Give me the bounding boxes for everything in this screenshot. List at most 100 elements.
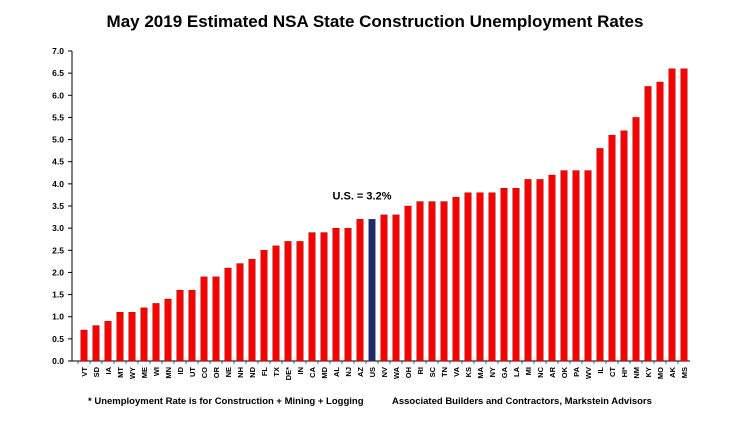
bar-nj [344, 227, 352, 362]
bar-ak [668, 68, 676, 362]
x-tick-label: PA [572, 366, 581, 376]
y-tick-label: 3.5 [52, 201, 64, 211]
bar-ky [644, 86, 652, 362]
x-tick-label: IA [104, 366, 113, 374]
bar-wa [392, 214, 400, 362]
bar-mi [524, 179, 532, 362]
x-tick-label: MD [320, 366, 329, 378]
y-tick-label: 5.0 [52, 135, 64, 145]
x-tick-label: HI* [620, 367, 629, 378]
category-labels: VT SD IA MT WY ME WI MN ID UT CO OR NE NH ND FL TX DE* IN C… [80, 366, 689, 380]
bar-wi [152, 303, 160, 362]
x-tick-label: NV [380, 367, 389, 377]
x-tick-label: DE* [284, 367, 293, 380]
bar-ma [476, 192, 484, 362]
x-tick-label: CA [308, 366, 317, 377]
bar-ny [488, 192, 496, 362]
x-tick-label: KS [464, 367, 473, 377]
x-tick-label: KY [644, 367, 653, 377]
bar-in [296, 241, 304, 362]
y-tick-label: 1.5 [52, 290, 64, 300]
x-tick-label: AR [548, 366, 557, 377]
bar-oh [404, 205, 412, 362]
bar-nm [632, 117, 640, 362]
bar-nc [536, 179, 544, 362]
x-tick-label: GA [500, 366, 509, 378]
x-tick-label: MT [116, 367, 125, 378]
bar-ar [548, 174, 556, 362]
x-tick-label: MO [656, 367, 665, 379]
bar-ok [560, 170, 568, 362]
bar-co [200, 276, 208, 362]
bar-nh [236, 263, 244, 362]
x-tick-label: AL [332, 367, 341, 377]
chart-title: May 2019 Estimated NSA State Constructio… [106, 12, 644, 31]
x-tick-label: ME [140, 367, 149, 378]
bar-sc [428, 201, 436, 362]
bar-ri [416, 201, 424, 362]
x-tick-label: LA [512, 366, 521, 377]
bar-ms [680, 68, 688, 362]
x-tick-label: SC [428, 366, 437, 377]
x-tick-label: AK [668, 366, 677, 377]
bar-sd [92, 325, 100, 362]
x-tick-label: OR [212, 366, 221, 378]
y-tick-label: 7.0 [52, 46, 64, 56]
bar-de [284, 241, 292, 362]
bar-ia [104, 320, 112, 362]
x-tick-label: TX [272, 367, 281, 377]
footnote-right: Associated Builders and Contractors, Mar… [392, 396, 652, 407]
bar-nv [380, 214, 388, 362]
bar-pa [572, 170, 580, 362]
y-tick-label: 0.0 [52, 356, 64, 366]
bar-ca [308, 232, 316, 362]
bar-nd [248, 258, 256, 362]
x-tick-label: NJ [344, 367, 353, 377]
bar-al [332, 227, 340, 362]
bar-us [368, 219, 376, 362]
bar-id [176, 289, 184, 362]
y-tick-label: 4.5 [52, 157, 64, 167]
bar-ks [464, 192, 472, 362]
bar-mt [116, 312, 124, 362]
x-tick-label: NY [488, 367, 497, 377]
x-tick-label: RI [416, 367, 425, 375]
x-tick-label: IL [596, 367, 605, 374]
bar-va [452, 196, 460, 362]
annotation-us-rate: U.S. = 3.2% [332, 190, 391, 202]
x-tick-label: ID [176, 366, 185, 374]
x-tick-label: AZ [356, 367, 365, 377]
bar-ut [188, 289, 196, 362]
bar-il [596, 148, 604, 362]
bar-fl [260, 250, 268, 362]
x-tick-label: OH [404, 367, 413, 378]
x-tick-label: CO [200, 367, 209, 378]
footnote-left: * Unemployment Rate is for Construction … [88, 396, 364, 407]
x-tick-label: US [368, 367, 377, 377]
y-tick-label: 3.0 [52, 223, 64, 233]
x-tick-label: MN [164, 367, 173, 379]
annotations: U.S. = 3.2% [332, 190, 391, 202]
x-tick-label: SD [92, 366, 101, 377]
x-tick-label: VA [452, 366, 461, 376]
y-tick-label: 1.0 [52, 312, 64, 322]
x-tick-label: NC [536, 366, 545, 377]
bars [80, 68, 688, 362]
x-tick-label: WV [584, 367, 593, 379]
x-tick-label: MS [680, 367, 689, 378]
y-tick-label: 2.0 [52, 267, 64, 277]
bar-md [320, 232, 328, 362]
x-tick-label: UT [188, 367, 197, 377]
x-tick-label: FL [260, 367, 269, 377]
x-tick-label: MI [524, 367, 533, 375]
bar-tn [440, 201, 448, 362]
bar-mn [164, 298, 172, 362]
y-tick-label: 2.5 [52, 245, 64, 255]
x-tick-label: NH [236, 367, 245, 378]
bar-az [356, 219, 364, 362]
x-tick-label: CT [608, 367, 617, 377]
x-tick-label: IN [296, 367, 305, 375]
bar-tx [272, 245, 280, 362]
x-tick-label: WI [152, 367, 161, 376]
x-tick-label: VT [80, 367, 89, 377]
